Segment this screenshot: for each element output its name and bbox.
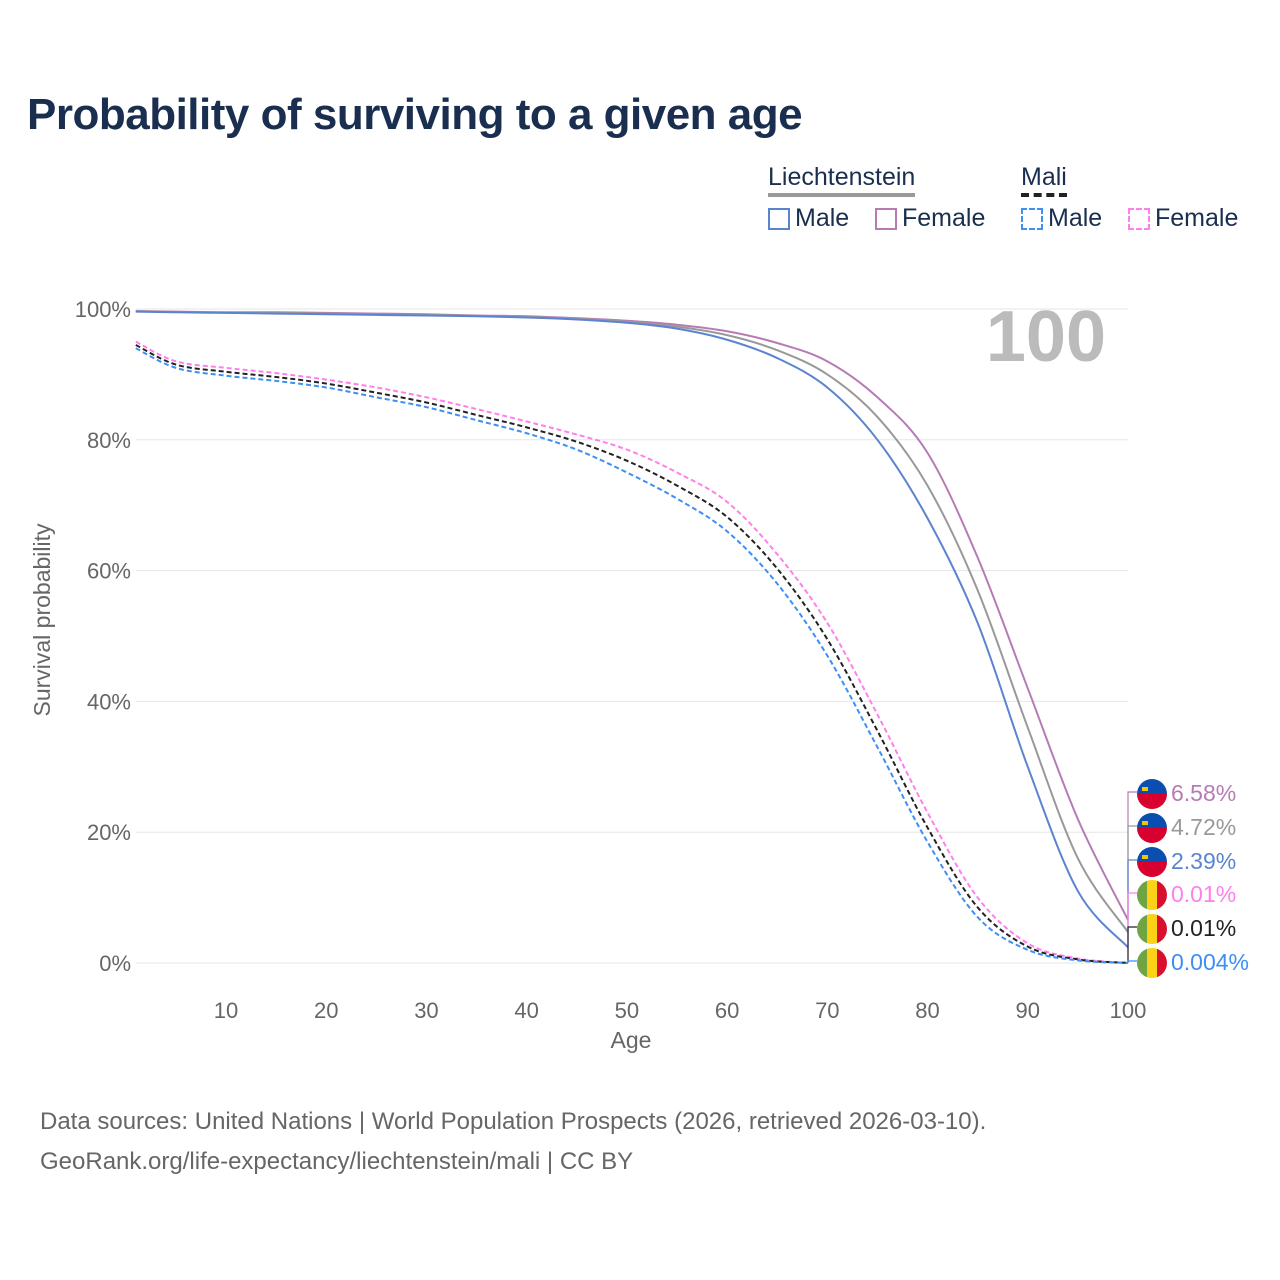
footer-source: Data sources: United Nations | World Pop… (40, 1108, 987, 1135)
y-axis-label: Survival probability (29, 523, 55, 717)
x-axis-label: Age (611, 1027, 652, 1053)
liechtenstein-flag-icon (1137, 779, 1167, 809)
y-tick-label: 40% (87, 689, 131, 714)
legend-label: Male (1048, 204, 1103, 232)
label-connector (1127, 825, 1137, 933)
end-value-label: 4.72% (1171, 814, 1236, 840)
legend-line (768, 193, 916, 197)
legend-swatch (875, 207, 897, 230)
legend-item-mali-female[interactable]: Female (1128, 204, 1238, 233)
label-connector (1127, 892, 1137, 963)
y-tick-label: 20% (87, 820, 131, 845)
x-tick-label: 80 (915, 998, 939, 1023)
series-line-mali-male[interactable] (135, 347, 1129, 964)
x-tick-label: 60 (715, 998, 739, 1023)
label-connector (1127, 791, 1137, 920)
legend-item-liechtenstein-female[interactable]: Female (875, 204, 985, 233)
x-tick-label: 50 (615, 998, 639, 1023)
legend-swatch (1021, 207, 1043, 230)
x-tick-label: 30 (414, 998, 438, 1023)
x-tick-label: 90 (1016, 998, 1040, 1023)
legend-country-label: Mali (1021, 163, 1067, 191)
end-value-label: 6.58% (1171, 780, 1236, 806)
footer-link[interactable]: GeoRank.org/life-expectancy/liechtenstei… (40, 1148, 634, 1175)
legend-item-liechtenstein-male[interactable]: Male (768, 204, 849, 233)
legend-label: Female (1155, 204, 1239, 232)
y-tick-label: 100% (75, 297, 131, 322)
legend-country-label: Liechtenstein (768, 163, 916, 191)
liechtenstein-flag-icon (1137, 847, 1167, 877)
y-tick-label: 0% (99, 951, 131, 976)
series-line-liechtenstein-total[interactable] (135, 310, 1129, 933)
end-value-label: 2.39% (1171, 848, 1236, 874)
series-line-liechtenstein-male[interactable] (135, 310, 1129, 949)
end-value-label: 0.01% (1171, 915, 1236, 941)
mali-flag-icon (1137, 948, 1167, 978)
label-connector (1127, 960, 1137, 963)
mali-flag-icon (1137, 880, 1167, 910)
legend-item-mali-male[interactable]: Male (1021, 204, 1102, 233)
end-value-label: 0.01% (1171, 881, 1236, 907)
x-tick-label: 70 (815, 998, 839, 1023)
legend-label: Female (902, 204, 986, 232)
x-tick-label: 20 (314, 998, 338, 1023)
y-tick-label: 80% (87, 428, 131, 453)
label-connector (1127, 926, 1137, 963)
label-connector (1127, 859, 1137, 948)
legend-label: Male (795, 204, 850, 232)
y-tick-label: 60% (87, 559, 131, 584)
mali-flag-icon (1137, 914, 1167, 944)
series-line-mali-total[interactable] (135, 344, 1129, 964)
x-tick-label: 10 (214, 998, 238, 1023)
chart-title: Probability of surviving to a given age (27, 90, 803, 139)
legend-swatch (1128, 207, 1150, 230)
liechtenstein-flag-icon (1137, 813, 1167, 843)
age-indicator: 100 (986, 297, 1106, 377)
x-tick-label: 100 (1110, 998, 1147, 1023)
legend-country-liechtenstein[interactable]: Liechtenstein (768, 163, 916, 197)
legend-line (1021, 193, 1067, 197)
legend-country-mali[interactable]: Mali (1021, 163, 1067, 197)
series-line-liechtenstein-female[interactable] (135, 309, 1129, 921)
x-tick-label: 40 (514, 998, 538, 1023)
end-value-label: 0.004% (1171, 949, 1249, 975)
series-line-mali-female[interactable] (135, 340, 1129, 964)
legend-swatch (768, 207, 790, 230)
